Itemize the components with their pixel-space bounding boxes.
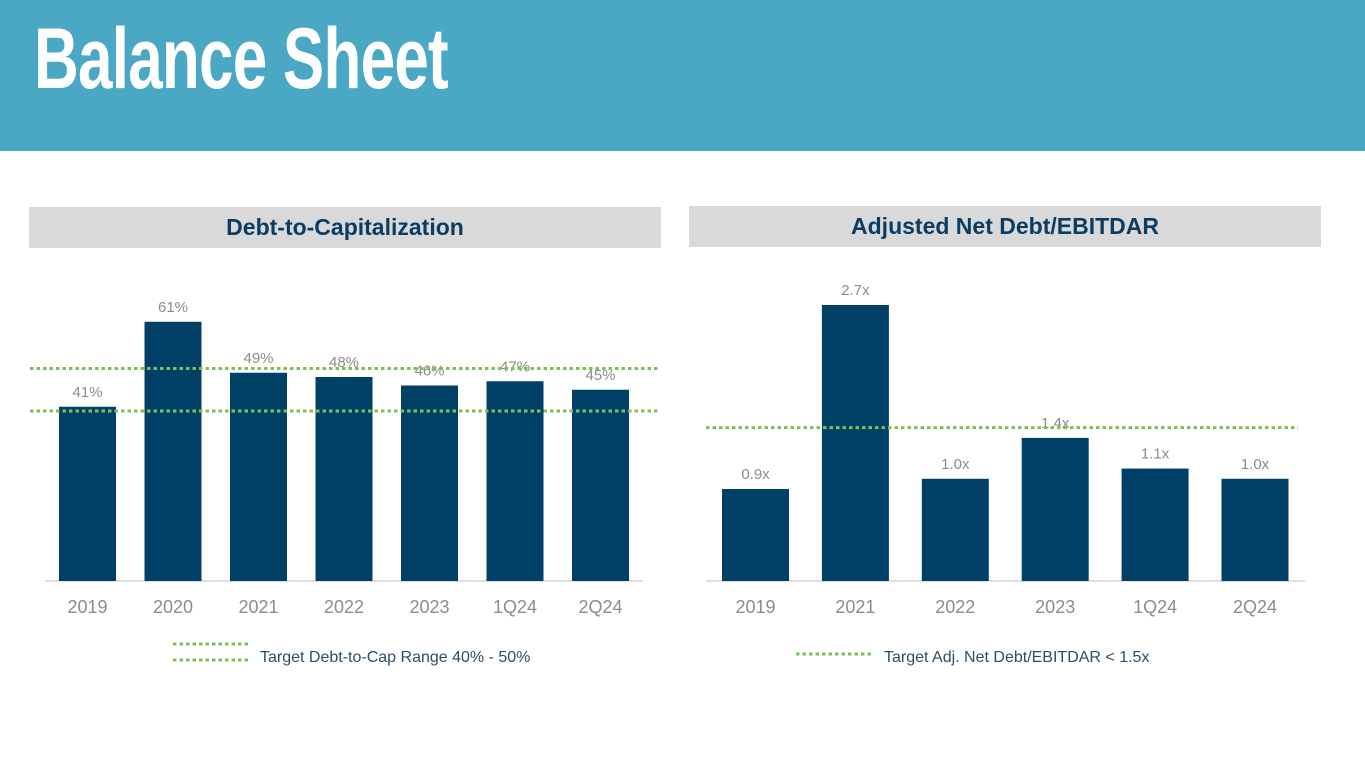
net-debt-ebitdar-tick-label: 2023: [1035, 597, 1075, 617]
debt-to-cap-value-label: 46%: [414, 363, 444, 380]
debt-to-cap-value-label: 41%: [72, 384, 102, 401]
net-debt-ebitdar-legend-text: Target Adj. Net Debt/EBITDAR < 1.5x: [884, 649, 1149, 666]
net-debt-ebitdar-tick-label: 2021: [835, 597, 875, 617]
debt-to-cap-value-label: 48%: [329, 354, 359, 371]
debt-to-cap-value-label: 47%: [500, 358, 530, 375]
net-debt-ebitdar-value-label: 2.7x: [841, 282, 870, 299]
net-debt-ebitdar-bar-2q24: [1221, 478, 1289, 581]
header-band: [0, 0, 1365, 151]
net-debt-ebitdar-chart-title: Adjusted Net Debt/EBITDAR: [689, 206, 1321, 247]
net-debt-ebitdar-bar-2019: [722, 489, 789, 581]
net-debt-ebitdar-value-label: 1.0x: [941, 456, 970, 473]
debt-to-cap-tick-label: 2022: [324, 597, 364, 617]
page-title: Balance Sheet: [34, 11, 449, 107]
net-debt-ebitdar-bar-1q24: [1121, 468, 1189, 581]
net-debt-ebitdar-tick-label: 1Q24: [1133, 597, 1177, 617]
net-debt-ebitdar-value-label: 1.4x: [1041, 415, 1070, 432]
debt-to-cap-tick-label: 2021: [238, 597, 278, 617]
debt-to-cap-bar-2q24: [572, 389, 629, 581]
net-debt-ebitdar-value-label: 1.1x: [1141, 446, 1170, 463]
debt-to-cap-bar-2023: [401, 385, 458, 581]
debt-to-cap-legend-text: Target Debt-to-Cap Range 40% - 50%: [260, 649, 530, 666]
net-debt-ebitdar-tick-label: 2019: [735, 597, 775, 617]
debt-to-cap-bar-2019: [59, 406, 116, 581]
debt-to-cap-tick-label: 2019: [67, 597, 107, 617]
debt-to-cap-tick-label: 1Q24: [493, 597, 537, 617]
debt-to-cap-tick-label: 2023: [409, 597, 449, 617]
net-debt-ebitdar-value-label: 1.0x: [1241, 456, 1270, 473]
net-debt-ebitdar-bar-2021: [821, 305, 889, 581]
debt-to-cap-value-label: 61%: [158, 299, 188, 316]
debt-to-cap-bar-2021: [230, 372, 287, 581]
net-debt-ebitdar-tick-label: 2022: [935, 597, 975, 617]
net-debt-ebitdar-value-label: 0.9x: [741, 466, 770, 483]
debt-to-cap-value-label: 49%: [243, 350, 273, 367]
debt-to-cap-tick-label: 2020: [153, 597, 193, 617]
net-debt-ebitdar-tick-label: 2Q24: [1233, 597, 1277, 617]
debt-to-cap-bar-2022: [315, 377, 373, 581]
net-debt-ebitdar-bar-2022: [921, 478, 989, 581]
debt-to-cap-chart-title: Debt-to-Capitalization: [29, 207, 661, 248]
debt-to-cap-tick-label: 2Q24: [578, 597, 622, 617]
debt-to-cap-bar-1q24: [486, 381, 544, 581]
debt-to-cap-value-label: 45%: [585, 367, 615, 384]
net-debt-ebitdar-bar-2023: [1021, 437, 1089, 581]
debt-to-cap-bar-2020: [144, 321, 202, 581]
